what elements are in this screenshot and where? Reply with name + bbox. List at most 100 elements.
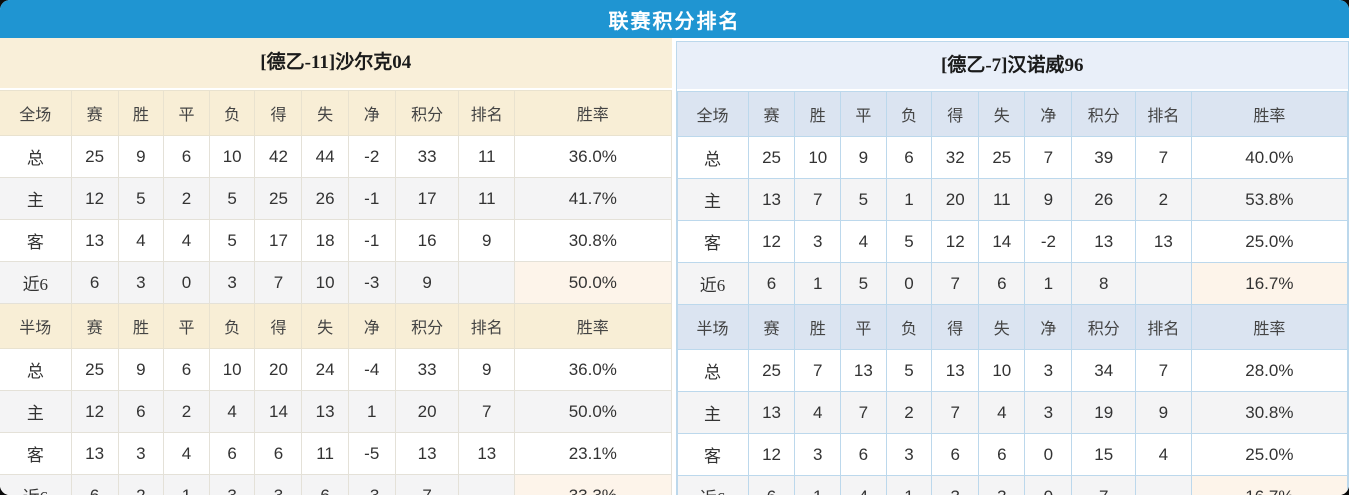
stat-cell: 12 [747, 220, 796, 263]
points-cell: 16 [394, 219, 460, 262]
row-label: 总 [0, 348, 72, 391]
stat-cell: 14 [978, 220, 1026, 263]
stat-cell: 25 [70, 135, 119, 178]
column-header: 得 [254, 303, 303, 349]
column-header: 排名 [1135, 91, 1192, 137]
points-cell: 8 [1071, 262, 1137, 305]
column-header: 净 [347, 90, 396, 136]
winrate-cell: 16.7% [1190, 262, 1349, 305]
stat-cell: 9 [117, 135, 165, 178]
stat-cell: 25 [747, 136, 796, 179]
winrate-cell: 25.0% [1190, 220, 1349, 263]
winrate-cell: 50.0% [514, 390, 672, 433]
column-header: 赛 [747, 304, 796, 350]
table-row-half-away: 客 12 3 6 3 6 6 0 15 4 25.0% [676, 433, 1349, 476]
team-panel-away: [德乙-7]汉诺威96 全场赛胜平负得失净积分 排名 胜率总 25 10 9 6 32 25 7 3… [675, 41, 1349, 495]
column-header: 负 [885, 91, 933, 137]
points-cell: 26 [1071, 178, 1137, 221]
column-header: 排名 [458, 90, 516, 136]
stat-cell: 9 [1024, 178, 1073, 221]
stat-cell: 25 [978, 136, 1026, 179]
stat-cell: 5 [208, 219, 256, 262]
stat-cell: 25 [747, 349, 796, 392]
points-cell: 7 [1071, 475, 1137, 495]
column-header: 赛 [70, 303, 119, 349]
winrate-cell: 36.0% [514, 348, 672, 391]
stat-cell: 24 [301, 348, 349, 391]
stat-cell: 11 [301, 432, 349, 475]
row-label: 客 [0, 432, 72, 475]
rank-cell: 13 [1135, 220, 1192, 263]
stat-cell: 7 [931, 262, 980, 305]
stat-cell: 3 [885, 433, 933, 476]
stat-cell: 5 [208, 177, 256, 220]
column-header: 得 [931, 304, 980, 350]
row-label: 近6 [0, 261, 72, 304]
points-cell: 7 [394, 474, 460, 495]
winrate-cell: 53.8% [1190, 178, 1349, 221]
column-header-row-half: 半场赛胜平负得失净积分 排名 胜率 [0, 303, 672, 349]
winrate-cell: 30.8% [1190, 391, 1349, 434]
stat-cell: 10 [208, 348, 256, 391]
stat-cell: 1 [794, 262, 842, 305]
winrate-cell: 23.1% [514, 432, 672, 475]
column-header: 积分 [394, 303, 460, 349]
stat-cell: 4 [978, 391, 1026, 434]
stat-cell: 18 [301, 219, 349, 262]
stat-cell: -1 [347, 219, 396, 262]
stat-cell: 1 [347, 390, 396, 433]
stat-cell: 1 [885, 475, 933, 495]
stat-cell: 0 [885, 262, 933, 305]
table-row-half-total: 总 25 7 13 5 13 10 3 34 7 28.0% [676, 349, 1349, 392]
stat-cell: 2 [163, 390, 210, 433]
points-cell: 13 [394, 432, 460, 475]
stat-cell: 25 [254, 177, 303, 220]
stat-cell: 12 [931, 220, 980, 263]
stat-cell: 7 [931, 391, 980, 434]
stat-cell: 6 [163, 348, 210, 391]
stat-cell: -2 [1024, 220, 1073, 263]
column-header-row-half: 半场赛胜平负得失净积分 排名 胜率 [676, 304, 1349, 350]
stat-cell: 3 [794, 220, 842, 263]
team-title-away: [德乙-7]汉诺威96 [676, 42, 1348, 91]
stat-cell: 44 [301, 135, 349, 178]
rank-cell: 11 [458, 177, 516, 220]
column-header: 赛 [70, 90, 119, 136]
column-header-row-full: 全场赛胜平负得失净积分 排名 胜率 [676, 91, 1349, 137]
row-label: 近6 [0, 474, 72, 495]
column-header: 胜 [794, 304, 842, 350]
stat-cell: 11 [978, 178, 1026, 221]
row-label: 客 [0, 219, 72, 262]
table-row-full-away: 客 12 3 4 5 12 14 -2 13 13 25.0% [676, 220, 1349, 263]
winrate-cell: 33.3% [514, 474, 672, 495]
stat-cell: 6 [254, 432, 303, 475]
stat-cell: 9 [840, 136, 887, 179]
stat-cell: 6 [117, 390, 165, 433]
points-cell: 19 [1071, 391, 1137, 434]
points-cell: 20 [394, 390, 460, 433]
column-header: 胜 [117, 90, 165, 136]
stat-cell: 6 [70, 474, 119, 495]
points-cell: 33 [394, 135, 460, 178]
stat-cell: 10 [301, 261, 349, 304]
stat-cell: 17 [254, 219, 303, 262]
row-label: 主 [0, 390, 72, 433]
stat-cell: 3 [208, 474, 256, 495]
winrate-cell: 25.0% [1190, 433, 1349, 476]
stat-cell: 20 [931, 178, 980, 221]
stat-cell: 3 [254, 474, 303, 495]
column-header: 得 [931, 91, 980, 137]
team-title-home: [德乙-11]沙尔克04 [0, 38, 672, 90]
rank-cell [1135, 262, 1192, 305]
points-cell: 13 [1071, 220, 1137, 263]
stats-table-home: 全场赛胜平负得失净积分 排名 胜率总 25 9 6 10 42 44 -2 33 11 36.0% 主 12… [0, 90, 672, 495]
rank-cell: 7 [1135, 136, 1192, 179]
points-cell: 33 [394, 348, 460, 391]
stat-cell: 3 [1024, 349, 1073, 392]
stat-cell: 6 [70, 261, 119, 304]
winrate-cell: 30.8% [514, 219, 672, 262]
table-row-full-total: 总 25 9 6 10 42 44 -2 33 11 36.0% [0, 135, 672, 178]
table-row-full-away: 客 13 4 4 5 17 18 -1 16 9 30.8% [0, 219, 672, 262]
stat-cell: 6 [978, 433, 1026, 476]
